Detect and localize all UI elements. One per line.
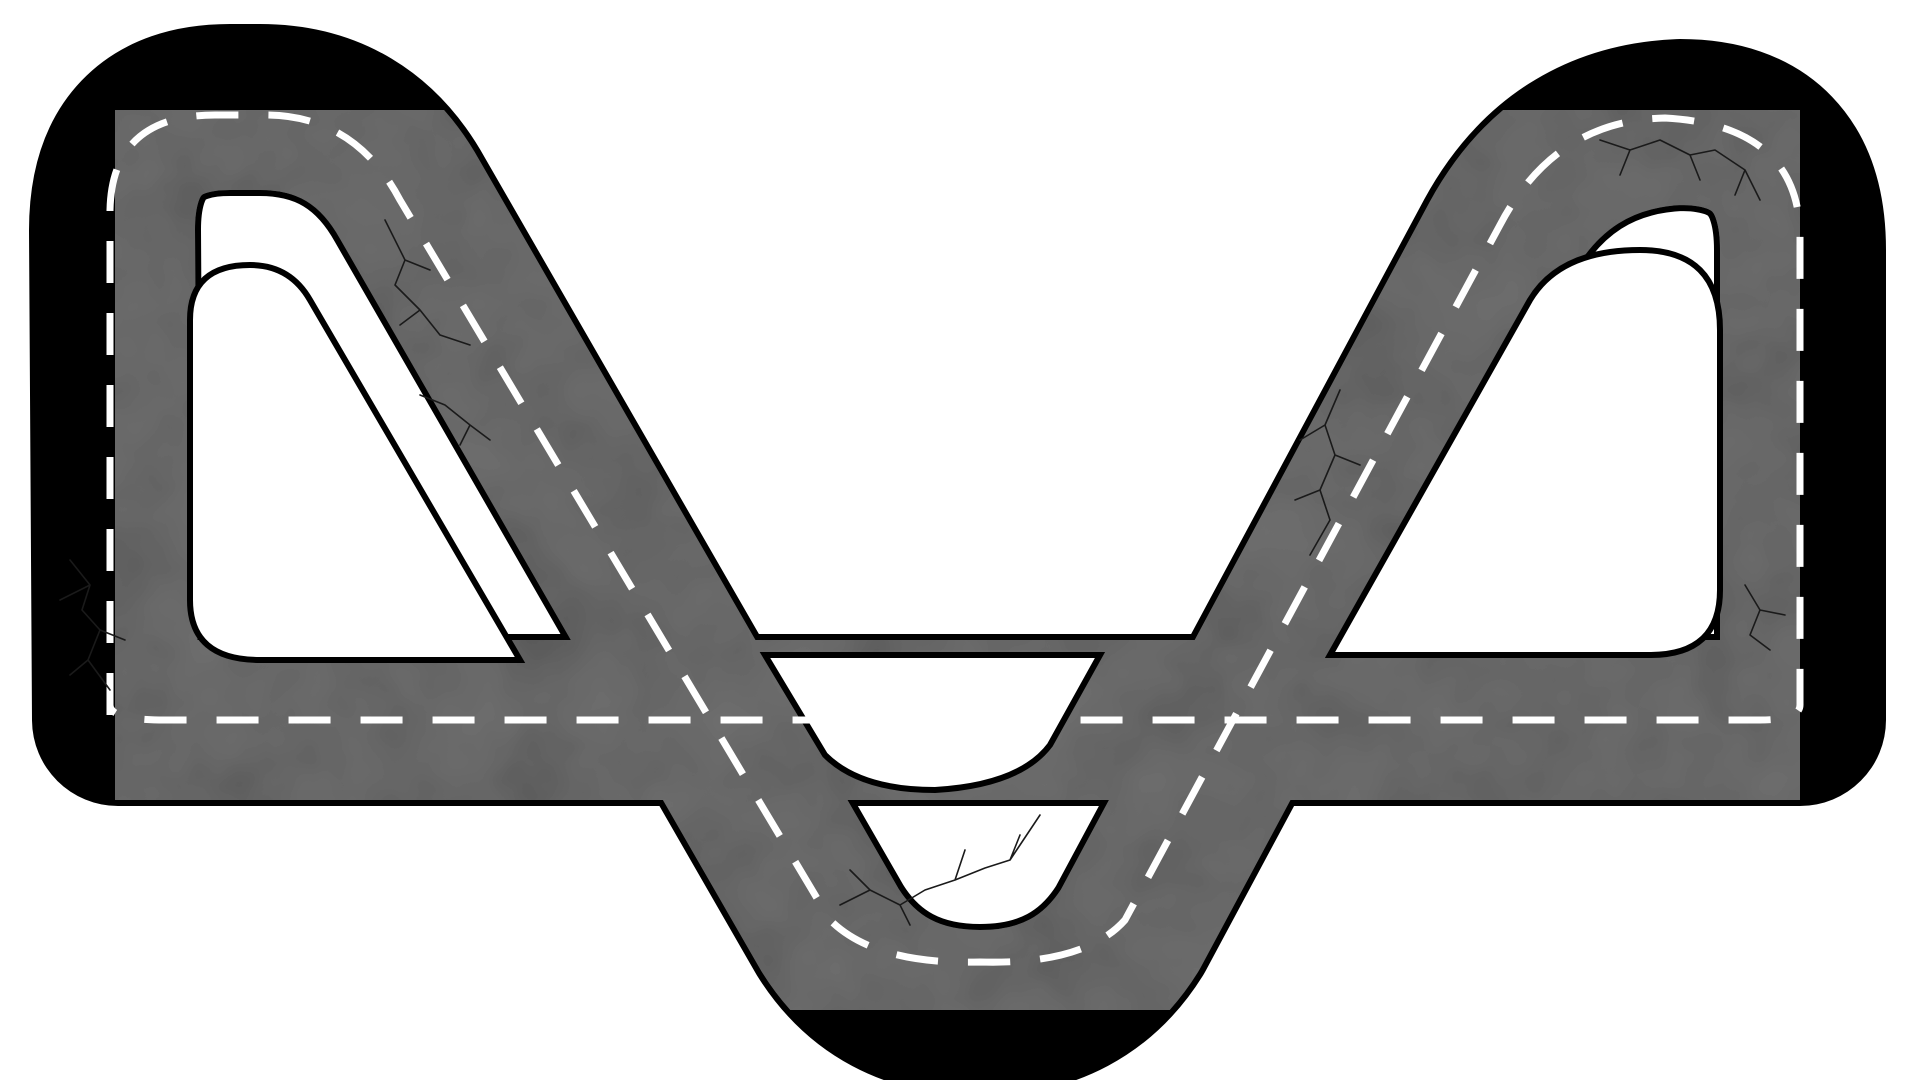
asphalt-cracks (59, 139, 1786, 926)
infield-left (187, 261, 526, 663)
infield-center (759, 652, 1106, 794)
crack-top-right (1599, 139, 1761, 201)
infield-right (1324, 246, 1723, 658)
track (29, 24, 1886, 1080)
crack-upper-diagonal (384, 219, 471, 346)
crack-bottom (839, 814, 1041, 926)
track-asphalt (35, 30, 1880, 1080)
center-lane-line (106, 111, 1804, 966)
crack-mid-diagonal (419, 394, 491, 446)
crack-left (59, 559, 126, 691)
crack-right-diagonal (1294, 389, 1361, 556)
crack-right-side (1744, 584, 1786, 651)
